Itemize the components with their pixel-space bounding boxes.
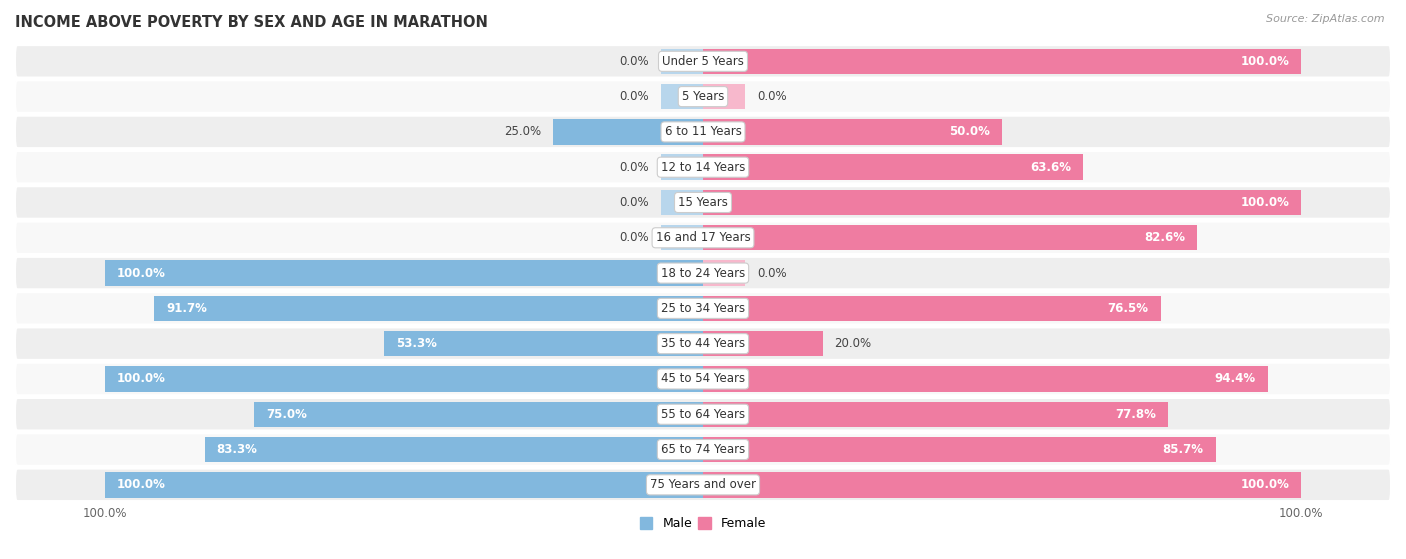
FancyBboxPatch shape <box>15 292 1391 325</box>
Text: 5 Years: 5 Years <box>682 90 724 103</box>
Text: 63.6%: 63.6% <box>1031 160 1071 174</box>
FancyBboxPatch shape <box>15 363 1391 395</box>
Bar <box>703 472 1302 498</box>
Bar <box>703 225 1197 250</box>
FancyBboxPatch shape <box>15 186 1391 219</box>
Bar <box>703 190 1302 215</box>
Bar <box>104 472 703 498</box>
FancyBboxPatch shape <box>15 116 1391 148</box>
Text: 6 to 11 Years: 6 to 11 Years <box>665 125 741 139</box>
FancyBboxPatch shape <box>15 468 1391 501</box>
Text: 94.4%: 94.4% <box>1215 372 1256 386</box>
Text: 100.0%: 100.0% <box>117 372 166 386</box>
Text: 18 to 24 Years: 18 to 24 Years <box>661 267 745 280</box>
FancyBboxPatch shape <box>15 151 1391 183</box>
Text: 65 to 74 Years: 65 to 74 Years <box>661 443 745 456</box>
Bar <box>661 225 703 250</box>
Text: Under 5 Years: Under 5 Years <box>662 55 744 68</box>
FancyBboxPatch shape <box>15 328 1391 360</box>
Bar <box>661 49 703 74</box>
Text: 82.6%: 82.6% <box>1144 231 1185 244</box>
Bar <box>205 437 703 462</box>
Bar <box>703 296 1161 321</box>
Text: 91.7%: 91.7% <box>166 302 207 315</box>
Text: 0.0%: 0.0% <box>620 196 650 209</box>
FancyBboxPatch shape <box>15 80 1391 113</box>
Bar <box>104 366 703 392</box>
Bar <box>384 331 703 357</box>
Bar <box>661 154 703 180</box>
Text: 15 Years: 15 Years <box>678 196 728 209</box>
Text: 45 to 54 Years: 45 to 54 Years <box>661 372 745 386</box>
Text: INCOME ABOVE POVERTY BY SEX AND AGE IN MARATHON: INCOME ABOVE POVERTY BY SEX AND AGE IN M… <box>15 15 488 30</box>
Text: 25 to 34 Years: 25 to 34 Years <box>661 302 745 315</box>
FancyBboxPatch shape <box>15 45 1391 78</box>
Text: 77.8%: 77.8% <box>1115 408 1157 421</box>
Bar <box>661 190 703 215</box>
Text: 75.0%: 75.0% <box>266 408 307 421</box>
Bar <box>703 437 1216 462</box>
Bar <box>554 119 703 145</box>
Text: 100.0%: 100.0% <box>1240 55 1289 68</box>
Text: 0.0%: 0.0% <box>756 90 786 103</box>
Text: 100.0%: 100.0% <box>1240 479 1289 491</box>
Text: 100.0%: 100.0% <box>117 479 166 491</box>
Text: 12 to 14 Years: 12 to 14 Years <box>661 160 745 174</box>
Bar <box>661 84 703 110</box>
FancyBboxPatch shape <box>15 398 1391 430</box>
Bar <box>703 154 1084 180</box>
Text: 0.0%: 0.0% <box>620 55 650 68</box>
Text: 55 to 64 Years: 55 to 64 Years <box>661 408 745 421</box>
Text: 0.0%: 0.0% <box>620 231 650 244</box>
Text: 35 to 44 Years: 35 to 44 Years <box>661 337 745 350</box>
Text: 100.0%: 100.0% <box>117 267 166 280</box>
Bar <box>703 84 745 110</box>
Text: 83.3%: 83.3% <box>217 443 257 456</box>
FancyBboxPatch shape <box>15 221 1391 254</box>
Text: 20.0%: 20.0% <box>835 337 872 350</box>
Legend: Male, Female: Male, Female <box>636 512 770 535</box>
Text: 53.3%: 53.3% <box>396 337 437 350</box>
Text: 76.5%: 76.5% <box>1108 302 1149 315</box>
Text: 0.0%: 0.0% <box>756 267 786 280</box>
Bar <box>703 49 1302 74</box>
Text: 25.0%: 25.0% <box>505 125 541 139</box>
Text: 100.0%: 100.0% <box>1240 196 1289 209</box>
Text: Source: ZipAtlas.com: Source: ZipAtlas.com <box>1267 14 1385 24</box>
FancyBboxPatch shape <box>15 433 1391 466</box>
Text: 16 and 17 Years: 16 and 17 Years <box>655 231 751 244</box>
Bar <box>155 296 703 321</box>
Bar <box>254 401 703 427</box>
Text: 50.0%: 50.0% <box>949 125 990 139</box>
FancyBboxPatch shape <box>15 257 1391 290</box>
Text: 85.7%: 85.7% <box>1163 443 1204 456</box>
Bar <box>703 366 1268 392</box>
Bar <box>703 260 745 286</box>
Bar <box>703 331 823 357</box>
Bar <box>703 401 1168 427</box>
Bar <box>703 119 1002 145</box>
Text: 0.0%: 0.0% <box>620 160 650 174</box>
Text: 75 Years and over: 75 Years and over <box>650 479 756 491</box>
Bar <box>104 260 703 286</box>
Text: 0.0%: 0.0% <box>620 90 650 103</box>
